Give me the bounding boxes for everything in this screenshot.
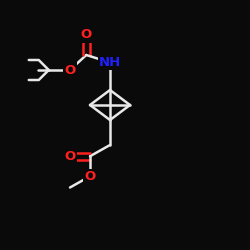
Text: O: O [64,150,76,163]
Text: NH: NH [99,56,121,69]
Text: O: O [64,64,76,76]
Text: O: O [84,170,96,183]
Text: O: O [80,28,92,42]
